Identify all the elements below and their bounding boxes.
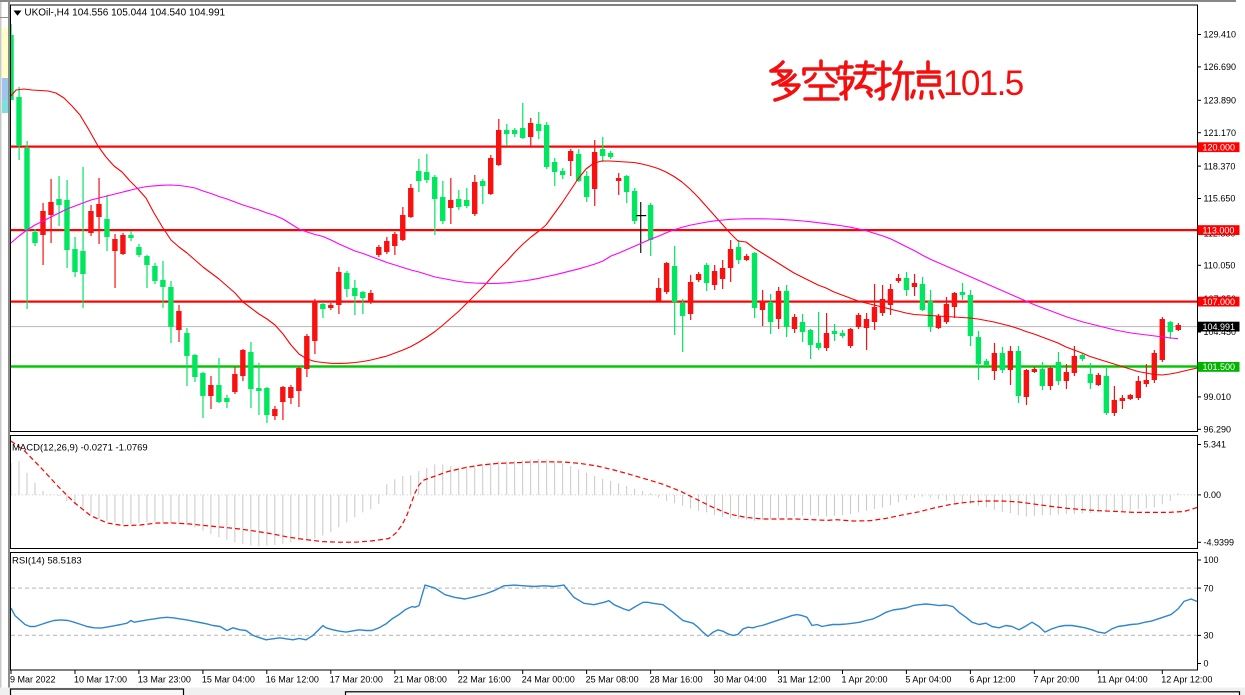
- svg-text:1 Apr 20:00: 1 Apr 20:00: [842, 674, 888, 684]
- svg-text:113.000: 113.000: [1203, 225, 1235, 235]
- svg-text:12 Apr 12:00: 12 Apr 12:00: [1161, 674, 1212, 684]
- svg-text:6 Apr 12:00: 6 Apr 12:00: [969, 674, 1015, 684]
- svg-text:115.650: 115.650: [1204, 194, 1236, 204]
- svg-text:31 Mar 12:00: 31 Mar 12:00: [778, 674, 831, 684]
- svg-text:16 Mar 12:00: 16 Mar 12:00: [266, 674, 319, 684]
- svg-text:101.5: 101.5: [943, 64, 1023, 103]
- svg-text:70: 70: [1204, 583, 1214, 593]
- svg-text:118.370: 118.370: [1204, 161, 1236, 171]
- svg-text:107.000: 107.000: [1203, 297, 1236, 307]
- svg-text:13 Mar 23:00: 13 Mar 23:00: [138, 674, 191, 684]
- svg-text:101.500: 101.500: [1203, 362, 1236, 372]
- svg-text:30: 30: [1204, 631, 1214, 641]
- svg-text:5.341: 5.341: [1204, 440, 1227, 450]
- svg-text:0.00: 0.00: [1204, 490, 1222, 500]
- svg-text:5 Apr 04:00: 5 Apr 04:00: [905, 674, 951, 684]
- svg-text:22 Mar 16:00: 22 Mar 16:00: [458, 674, 511, 684]
- svg-text:120.000: 120.000: [1203, 143, 1236, 153]
- svg-text:11 Apr 04:00: 11 Apr 04:00: [1097, 674, 1147, 684]
- svg-text:110.050: 110.050: [1204, 261, 1236, 271]
- svg-text:0: 0: [1204, 659, 1209, 669]
- svg-text:28 Mar 16:00: 28 Mar 16:00: [650, 674, 703, 684]
- svg-text:17 Mar 20:00: 17 Mar 20:00: [330, 674, 383, 684]
- svg-text:121.170: 121.170: [1204, 128, 1237, 138]
- svg-text:104.450: 104.450: [1204, 327, 1237, 337]
- svg-text:9 Mar 2022: 9 Mar 2022: [10, 674, 56, 684]
- svg-text:129.410: 129.410: [1204, 30, 1237, 40]
- svg-text:15 Mar 04:00: 15 Mar 04:00: [202, 674, 255, 684]
- svg-text:UKOil-,H4 104.556 105.044 104: UKOil-,H4 104.556 105.044 104.540 104.99…: [24, 8, 225, 19]
- svg-text:7 Apr 20:00: 7 Apr 20:00: [1033, 674, 1079, 684]
- svg-text:99.010: 99.010: [1204, 392, 1232, 402]
- svg-text:10 Mar 17:00: 10 Mar 17:00: [74, 674, 127, 684]
- svg-text:123.890: 123.890: [1204, 96, 1237, 106]
- svg-text:25 Mar 08:00: 25 Mar 08:00: [586, 674, 639, 684]
- svg-text:100: 100: [1204, 555, 1219, 565]
- svg-text:104.991: 104.991: [1203, 322, 1236, 332]
- svg-text:24 Mar 00:00: 24 Mar 00:00: [522, 674, 575, 684]
- svg-text:MACD(12,26,9) -0.0271 -1.0769: MACD(12,26,9) -0.0271 -1.0769: [12, 443, 148, 454]
- svg-text:126.690: 126.690: [1204, 62, 1237, 72]
- svg-text:RSI(14) 58.5183: RSI(14) 58.5183: [12, 556, 82, 567]
- svg-text:-4.9399: -4.9399: [1204, 538, 1235, 548]
- svg-text:30 Mar 04:00: 30 Mar 04:00: [714, 674, 767, 684]
- svg-text:21 Mar 08:00: 21 Mar 08:00: [394, 674, 447, 684]
- svg-text:96.290: 96.290: [1204, 425, 1232, 435]
